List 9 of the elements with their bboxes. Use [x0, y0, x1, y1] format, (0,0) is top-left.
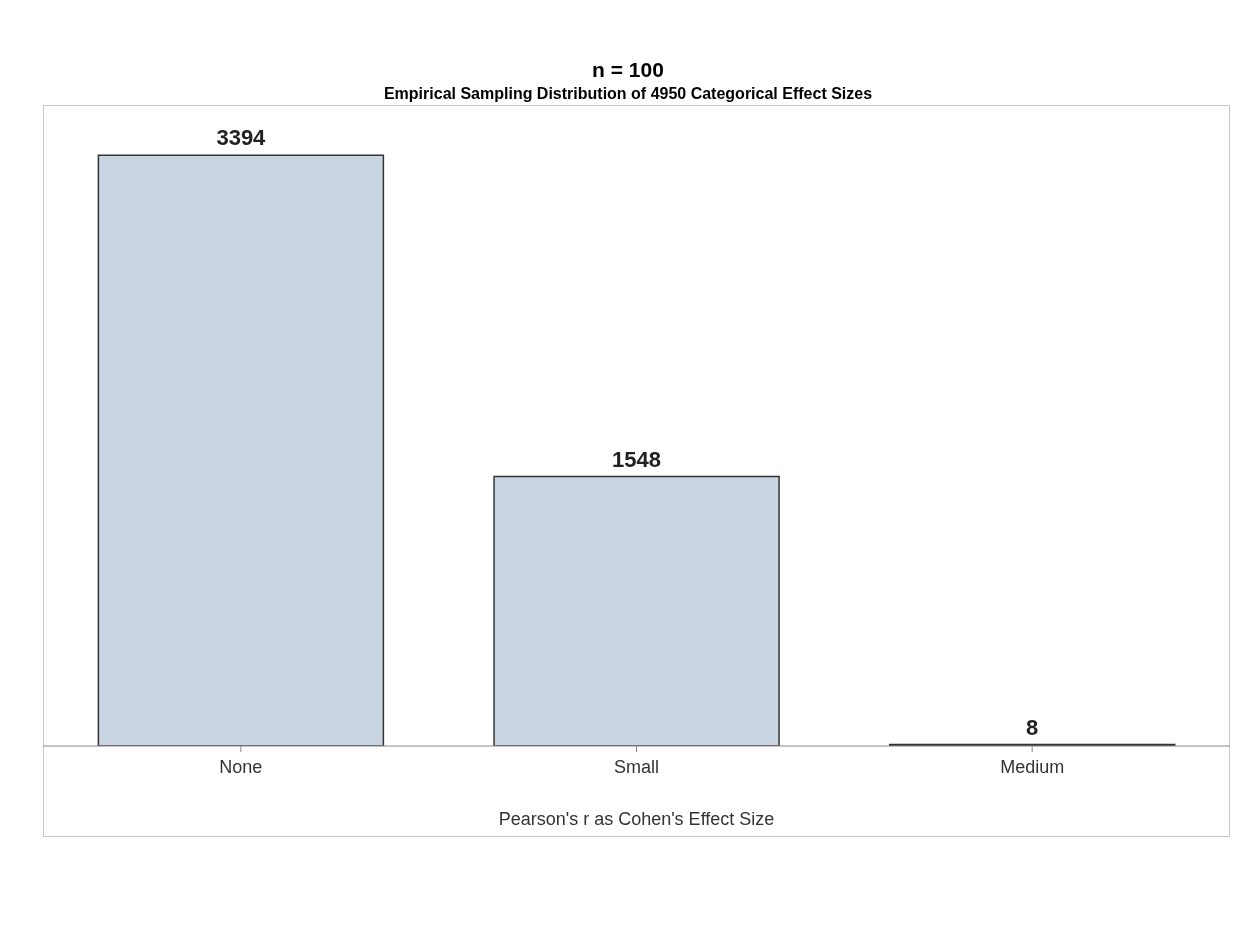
data-label: 1548	[612, 446, 662, 472]
data-label: 8	[1026, 714, 1039, 740]
data-label: 3394	[216, 125, 267, 151]
x-tick-label: Small	[613, 756, 660, 777]
x-tick-label: Medium	[1000, 756, 1065, 777]
x-axis-title: Pearson's r as Cohen's Effect Size	[498, 809, 775, 829]
chart-subtitle: Empirical Sampling Distribution of 4950 Categorical Effect Sizes	[382, 85, 874, 103]
chart-title: n = 100	[591, 58, 665, 82]
x-tick-label: None	[219, 756, 263, 777]
